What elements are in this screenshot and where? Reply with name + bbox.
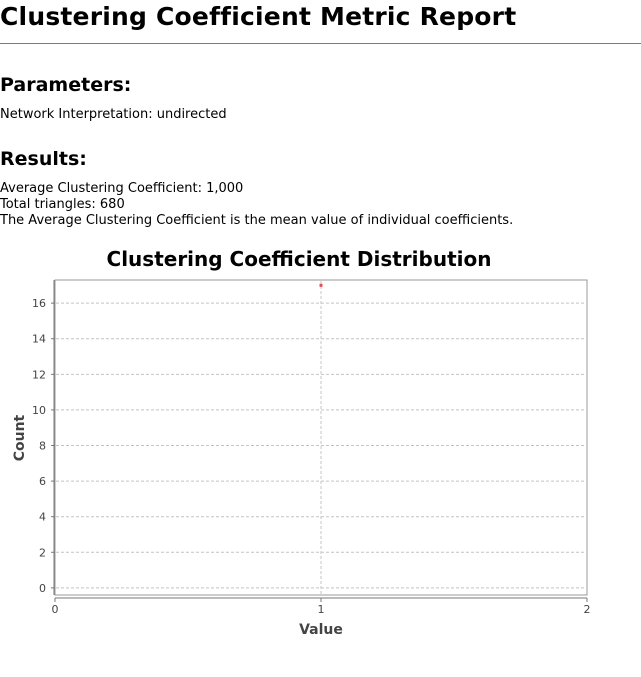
chart-container: Clustering Coefficient Distribution 0 2 4 6… [0, 240, 641, 645]
y-tick-label: 2 [39, 546, 46, 559]
y-tick-label: 8 [39, 440, 46, 453]
x-tick-label: 0 [52, 603, 59, 616]
report-title: Clustering Coefficient Metric Report [0, 2, 517, 31]
results-heading: Results: [0, 148, 87, 170]
data-point [319, 283, 323, 287]
grid-layer [56, 281, 586, 594]
clustering-distribution-chart: Clustering Coefficient Distribution 0 2 4 6… [12, 247, 591, 638]
x-tick-label: 1 [318, 603, 325, 616]
y-tick-label: 14 [32, 333, 46, 346]
parameters-heading: Parameters: [0, 74, 132, 96]
y-tick-label: 0 [39, 582, 46, 595]
result-total-triangles: Total triangles: 680 [0, 197, 125, 212]
chart-title: Clustering Coefficient Distribution [107, 247, 492, 271]
y-tick-label: 4 [39, 511, 46, 524]
y-tick-label: 12 [32, 368, 46, 381]
y-axis-label: Count [12, 414, 28, 461]
parameter-network-interpretation: Network Interpretation: undirected [0, 107, 227, 122]
y-tick-label: 6 [39, 475, 46, 488]
title-divider [0, 43, 641, 44]
point-layer [319, 283, 323, 287]
x-axis-label: Value [299, 622, 343, 638]
y-tick-label: 10 [32, 404, 46, 417]
result-average-clustering: Average Clustering Coefficient: 1,000 [0, 181, 244, 196]
x-tick-label: 2 [584, 603, 591, 616]
y-tick-label: 16 [32, 297, 46, 310]
result-description: The Average Clustering Coefficient is th… [0, 213, 514, 228]
